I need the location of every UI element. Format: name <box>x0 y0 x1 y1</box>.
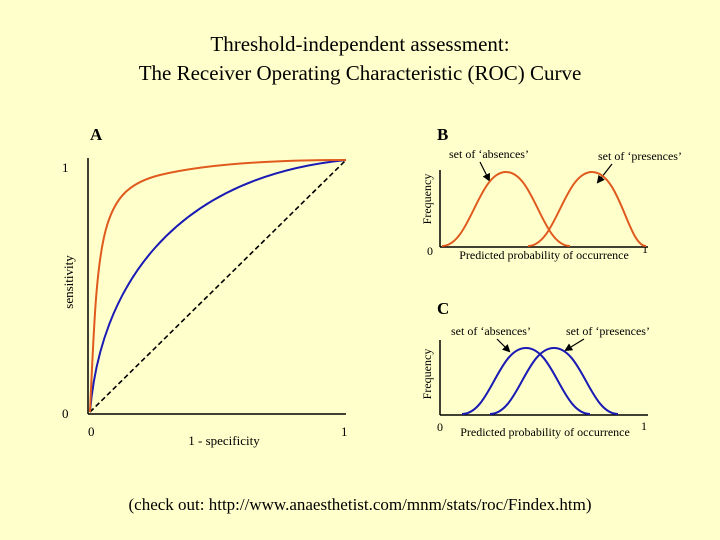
panel-a-x-axis-label: 1 - specificity <box>188 433 260 448</box>
panel-c-arrow-absences <box>496 338 511 353</box>
title-line-2: The Receiver Operating Characteristic (R… <box>138 61 582 85</box>
panel-a-tick-y0: 0 <box>62 406 69 421</box>
panel-a-label: A <box>90 125 103 144</box>
panel-a-tick-x0: 0 <box>88 424 95 439</box>
panel-b-annotation-absences: set of ‘absences’ <box>449 147 529 161</box>
random-classifier-line <box>89 159 347 413</box>
panel-c-tick-x0: 0 <box>437 420 443 434</box>
panel-b-annotation-presences: set of ‘presences’ <box>598 149 682 163</box>
panel-b-x-axis-label: Predicted probability of occurrence <box>459 248 629 262</box>
panel-b-label: B <box>437 125 448 144</box>
panel-b: B set of ‘absences’ set of ‘presences’ F… <box>420 125 682 262</box>
panel-c-label: C <box>437 299 449 318</box>
roc-curve-excellent <box>89 159 347 413</box>
panel-b-tick-x0: 0 <box>427 244 433 258</box>
title-line-1: Threshold-independent assessment: <box>210 32 510 56</box>
panel-c-curve-absences <box>461 346 591 415</box>
panel-a-tick-x1: 1 <box>341 424 348 439</box>
panel-c: C set of ‘absences’ set of ‘presences’ F… <box>420 299 650 439</box>
panel-c-tick-x1: 1 <box>641 419 647 433</box>
panel-c-annotation-presences: set of ‘presences’ <box>566 324 650 338</box>
panel-a: A 1 0 0 1 sensitivity 1 - specificity <box>61 125 348 448</box>
panel-b-y-axis-label: Frequency <box>420 174 434 225</box>
panel-b-arrow-absences <box>479 161 490 182</box>
panel-c-annotation-absences: set of ‘absences’ <box>451 324 531 338</box>
panel-c-x-axis-label: Predicted probability of occurrence <box>460 425 630 439</box>
footer-reference: (check out: http://www.anaesthetist.com/… <box>128 495 592 514</box>
panel-c-arrow-presences <box>564 338 585 352</box>
roc-curve-good <box>89 159 347 413</box>
panel-a-tick-y1: 1 <box>62 160 69 175</box>
panel-b-curve-presences <box>527 170 647 247</box>
panel-a-y-axis-label: sensitivity <box>61 255 76 309</box>
panel-b-curve-absences <box>441 170 571 247</box>
panel-b-tick-x1: 1 <box>642 242 648 256</box>
panel-b-arrow-presences <box>596 163 613 184</box>
page-title: Threshold-independent assessment: The Re… <box>0 30 720 88</box>
panel-c-curve-presences <box>489 346 619 415</box>
panel-c-y-axis-label: Frequency <box>420 349 434 400</box>
